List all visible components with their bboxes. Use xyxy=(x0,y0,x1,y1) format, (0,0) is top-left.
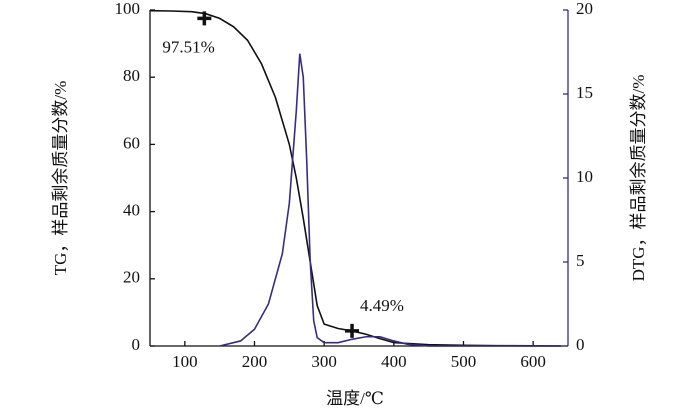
y-axis-label: TG，样品剩余质量分数/% xyxy=(51,81,70,276)
y-tick-label: 0 xyxy=(132,335,141,354)
y2-tick-label: 20 xyxy=(576,0,593,18)
x-tick-label: 200 xyxy=(242,352,268,371)
annotation: 4.49% xyxy=(360,296,404,315)
y2-tick-label: 10 xyxy=(576,167,593,186)
y2-axis-label: DTG，样品剩余质量分数/% xyxy=(629,75,648,282)
x-tick-label: 400 xyxy=(381,352,407,371)
y-tick-label: 20 xyxy=(123,268,140,287)
y2-tick-label: 15 xyxy=(576,83,593,102)
marker xyxy=(345,323,360,338)
x-tick-label: 500 xyxy=(451,352,477,371)
y2-tick-label: 5 xyxy=(576,251,585,270)
x-tick-label: 300 xyxy=(311,352,337,371)
y-tick-label: 80 xyxy=(123,66,140,85)
y-tick-label: 100 xyxy=(115,0,141,18)
y2-tick-label: 0 xyxy=(576,335,585,354)
marker xyxy=(197,11,212,26)
line-dtg xyxy=(219,53,562,347)
x-axis-label: 温度/℃ xyxy=(326,389,384,408)
annotation: 97.51% xyxy=(162,37,214,56)
y-tick-label: 40 xyxy=(123,201,140,220)
x-tick-label: 600 xyxy=(520,352,546,371)
y-tick-label: 60 xyxy=(123,133,140,152)
line-tg xyxy=(149,9,562,347)
x-tick-label: 100 xyxy=(172,352,198,371)
